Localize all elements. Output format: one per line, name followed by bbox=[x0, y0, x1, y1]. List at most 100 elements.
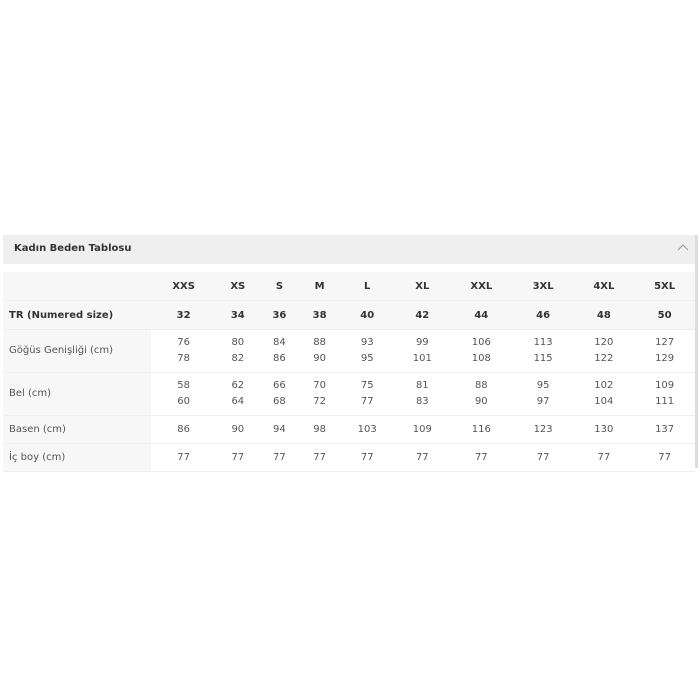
size-header: XXL bbox=[449, 272, 513, 301]
table-cell: 32 bbox=[151, 300, 217, 330]
table-cell: 77 bbox=[216, 443, 260, 472]
table-cell: 137 bbox=[634, 415, 695, 444]
table-row: Bel (cm) 58 60 62 64 66 68 70 72 75 77 81 83 88 90 95 97… bbox=[3, 372, 695, 416]
cell-value: 106 bbox=[471, 337, 491, 348]
cell-value: 75 bbox=[360, 380, 374, 391]
cell-value: 95 bbox=[360, 353, 374, 364]
cell-value: 86 bbox=[273, 353, 286, 364]
cell-value: 115 bbox=[533, 353, 553, 364]
table-cell: 77 bbox=[449, 443, 513, 472]
table-row: İç boy (cm) 77 77 77 77 77 77 77 77 77 77 bbox=[3, 443, 695, 472]
table-cell: 46 bbox=[512, 300, 574, 330]
table-cell: 109 bbox=[394, 415, 450, 444]
table-cell: 109 111 bbox=[634, 372, 695, 416]
table-cell: 90 bbox=[216, 415, 260, 444]
row-label: Basen (cm) bbox=[3, 415, 151, 444]
table-cell: 40 bbox=[339, 300, 395, 330]
table-cell: 77 bbox=[299, 443, 340, 472]
cell-value: 58 bbox=[177, 380, 190, 391]
cell-value: 97 bbox=[536, 396, 550, 407]
cell-value: 84 bbox=[273, 337, 286, 348]
size-header: 4XL bbox=[573, 272, 635, 301]
table-cell: 62 64 bbox=[216, 372, 260, 416]
cell-value: 102 bbox=[594, 380, 614, 391]
table-cell: 42 bbox=[394, 300, 450, 330]
table-row: Göğüs Genişliği (cm) 76 78 80 82 84 86 88 90 93 95… bbox=[3, 329, 695, 373]
row-label: İç boy (cm) bbox=[3, 443, 151, 472]
table-cell: 76 78 bbox=[151, 329, 217, 373]
size-header: L bbox=[339, 272, 395, 301]
cell-value: 90 bbox=[474, 396, 488, 407]
cell-value: 129 bbox=[655, 353, 675, 364]
size-header: XS bbox=[216, 272, 260, 301]
cell-value: 78 bbox=[177, 353, 190, 364]
cell-value: 88 bbox=[474, 380, 488, 391]
table-cell: 88 90 bbox=[299, 329, 340, 373]
table-cell: 98 bbox=[299, 415, 340, 444]
cell-value: 68 bbox=[273, 396, 286, 407]
panel-title: Kadın Beden Tablosu bbox=[14, 243, 132, 254]
size-header-row: XXS XS S M L XL XXL 3XL 4XL 5XL bbox=[3, 272, 695, 301]
table-cell: 58 60 bbox=[151, 372, 217, 416]
table-cell: 81 83 bbox=[394, 372, 450, 416]
cell-value: 111 bbox=[655, 396, 675, 407]
table-cell: 36 bbox=[259, 300, 300, 330]
scrollbar[interactable] bbox=[695, 235, 698, 468]
table-cell: 77 bbox=[573, 443, 635, 472]
table-cell: 75 77 bbox=[339, 372, 395, 416]
table-cell: 48 bbox=[573, 300, 635, 330]
size-chart-header[interactable]: Kadın Beden Tablosu bbox=[3, 235, 695, 264]
table-cell: 113 115 bbox=[512, 329, 574, 373]
cell-value: 120 bbox=[594, 337, 614, 348]
table-row: TR (Numered size) 32 34 36 38 40 42 44 46 48 50 bbox=[3, 300, 695, 330]
cell-value: 62 bbox=[231, 380, 245, 391]
table-cell: 106 108 bbox=[449, 329, 513, 373]
cell-value: 127 bbox=[655, 337, 675, 348]
table-cell: 84 86 bbox=[259, 329, 300, 373]
table-cell: 88 90 bbox=[449, 372, 513, 416]
table-cell: 77 bbox=[634, 443, 695, 472]
cell-value: 83 bbox=[415, 396, 429, 407]
table-cell: 102 104 bbox=[573, 372, 635, 416]
cell-value: 66 bbox=[273, 380, 286, 391]
row-label: TR (Numered size) bbox=[3, 300, 151, 330]
table-cell: 99 101 bbox=[394, 329, 450, 373]
table-cell: 77 bbox=[151, 443, 217, 472]
cell-value: 76 bbox=[177, 337, 190, 348]
table-cell: 93 95 bbox=[339, 329, 395, 373]
cell-value: 72 bbox=[313, 396, 326, 407]
cell-value: 70 bbox=[313, 380, 326, 391]
table-cell: 130 bbox=[573, 415, 635, 444]
cell-value: 95 bbox=[536, 380, 550, 391]
cell-value: 108 bbox=[471, 353, 491, 364]
table-cell: 77 bbox=[259, 443, 300, 472]
table-cell: 120 122 bbox=[573, 329, 635, 373]
table-cell: 103 bbox=[339, 415, 395, 444]
cell-value: 90 bbox=[313, 353, 326, 364]
cell-value: 81 bbox=[415, 380, 429, 391]
size-header: M bbox=[299, 272, 340, 301]
cell-value: 80 bbox=[231, 337, 245, 348]
table-cell: 116 bbox=[449, 415, 513, 444]
table-cell: 86 bbox=[151, 415, 217, 444]
cell-value: 99 bbox=[415, 337, 429, 348]
cell-value: 64 bbox=[231, 396, 245, 407]
row-label: Bel (cm) bbox=[3, 372, 151, 416]
size-header: XL bbox=[394, 272, 450, 301]
table-cell: 50 bbox=[634, 300, 695, 330]
cell-value: 113 bbox=[533, 337, 553, 348]
size-header: XXS bbox=[151, 272, 217, 301]
table-cell: 77 bbox=[394, 443, 450, 472]
size-header: 3XL bbox=[512, 272, 574, 301]
row-label: Göğüs Genişliği (cm) bbox=[3, 329, 151, 373]
cell-value: 104 bbox=[594, 396, 614, 407]
table-cell: 34 bbox=[216, 300, 260, 330]
cell-value: 88 bbox=[313, 337, 326, 348]
table-cell: 77 bbox=[512, 443, 574, 472]
table-cell: 44 bbox=[449, 300, 513, 330]
cell-value: 77 bbox=[360, 396, 374, 407]
cell-value: 60 bbox=[177, 396, 190, 407]
table-cell: 70 72 bbox=[299, 372, 340, 416]
chevron-up-icon[interactable] bbox=[677, 243, 689, 253]
cell-value: 93 bbox=[360, 337, 374, 348]
